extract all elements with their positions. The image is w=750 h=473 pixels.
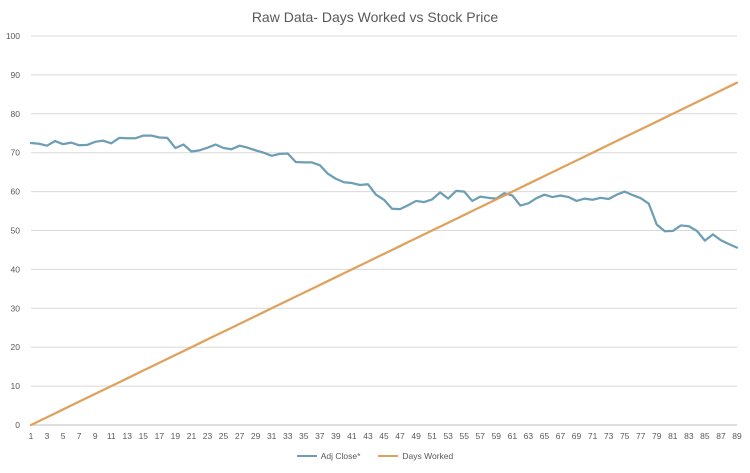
x-tick-label: 69: [572, 431, 582, 441]
x-tick-label: 77: [636, 431, 646, 441]
x-tick-label: 79: [652, 431, 662, 441]
x-tick-label: 23: [203, 431, 213, 441]
x-tick-label: 21: [187, 431, 197, 441]
series-line-adj-close: [29, 134, 739, 249]
x-tick-label: 31: [267, 431, 277, 441]
x-axis-ticks: 1 3 5 7 9 11 13 15 17 19 21 23 25 27 29 31 33 35 37 39 41 43 4…: [29, 431, 742, 441]
x-tick-label: 41: [347, 431, 357, 441]
x-tick-label: 85: [700, 431, 710, 441]
x-tick-label: 49: [411, 431, 421, 441]
x-tick-label: 27: [235, 431, 245, 441]
x-tick-label: 11: [107, 431, 116, 441]
x-tick-label: 51: [427, 431, 437, 441]
x-tick-label: 19: [171, 431, 181, 441]
x-tick-label: 73: [604, 431, 614, 441]
y-tick-label: 90: [11, 70, 21, 80]
y-tick-label: 60: [11, 187, 21, 197]
x-tick-label: 67: [556, 431, 566, 441]
x-tick-label: 45: [379, 431, 389, 441]
x-tick-label: 61: [508, 431, 518, 441]
x-tick-label: 37: [315, 431, 325, 441]
x-tick-label: 5: [61, 431, 66, 441]
x-tick-label: 25: [219, 431, 229, 441]
gridlines: [31, 35, 737, 426]
x-tick-label: 55: [459, 431, 469, 441]
x-tick-label: 7: [77, 431, 82, 441]
x-tick-label: 65: [540, 431, 550, 441]
legend-swatch-days-worked: [378, 455, 399, 457]
chart-title: Raw Data- Days Worked vs Stock Price: [251, 9, 499, 25]
y-tick-label: 20: [11, 342, 21, 352]
x-tick-label: 9: [93, 431, 98, 441]
legend-swatch-adj-close: [296, 455, 317, 457]
x-tick-label: 87: [716, 431, 726, 441]
x-tick-label: 33: [283, 431, 293, 441]
series-lines: [29, 81, 739, 427]
x-tick-label: 53: [443, 431, 453, 441]
y-tick-label: 0: [15, 420, 20, 430]
x-tick-label: 17: [155, 431, 165, 441]
series-line-days-worked: [29, 81, 739, 427]
x-tick-label: 63: [524, 431, 534, 441]
legend: Adj Close* Days Worked: [0, 451, 750, 461]
y-tick-label: 50: [11, 226, 21, 236]
legend-item-adj-close: Adj Close*: [296, 451, 361, 461]
x-tick-label: 81: [668, 431, 678, 441]
y-tick-label: 30: [11, 303, 21, 313]
legend-label-adj-close: Adj Close*: [320, 451, 361, 461]
x-tick-label: 35: [299, 431, 309, 441]
x-tick-label: 71: [588, 431, 598, 441]
y-tick-label: 70: [11, 148, 21, 158]
y-tick-label: 80: [11, 109, 21, 119]
y-tick-label: 40: [11, 264, 21, 274]
x-tick-label: 89: [732, 431, 742, 441]
y-axis-ticks: 0 10 20 30 40 50 60 70 80 90 100: [6, 31, 20, 430]
y-tick-label: 10: [11, 381, 21, 391]
x-tick-label: 3: [45, 431, 50, 441]
x-tick-label: 15: [139, 431, 149, 441]
x-tick-label: 1: [29, 431, 34, 441]
x-tick-label: 43: [363, 431, 373, 441]
x-tick-label: 47: [395, 431, 405, 441]
x-tick-label: 39: [331, 431, 341, 441]
legend-label-days-worked: Days Worked: [402, 451, 454, 461]
y-tick-label: 100: [6, 31, 20, 41]
x-tick-label: 13: [123, 431, 133, 441]
x-tick-label: 75: [620, 431, 630, 441]
legend-item-days-worked: Days Worked: [378, 451, 453, 461]
x-tick-label: 29: [251, 431, 261, 441]
x-tick-label: 57: [476, 431, 486, 441]
x-tick-label: 83: [684, 431, 694, 441]
x-tick-label: 59: [492, 431, 502, 441]
